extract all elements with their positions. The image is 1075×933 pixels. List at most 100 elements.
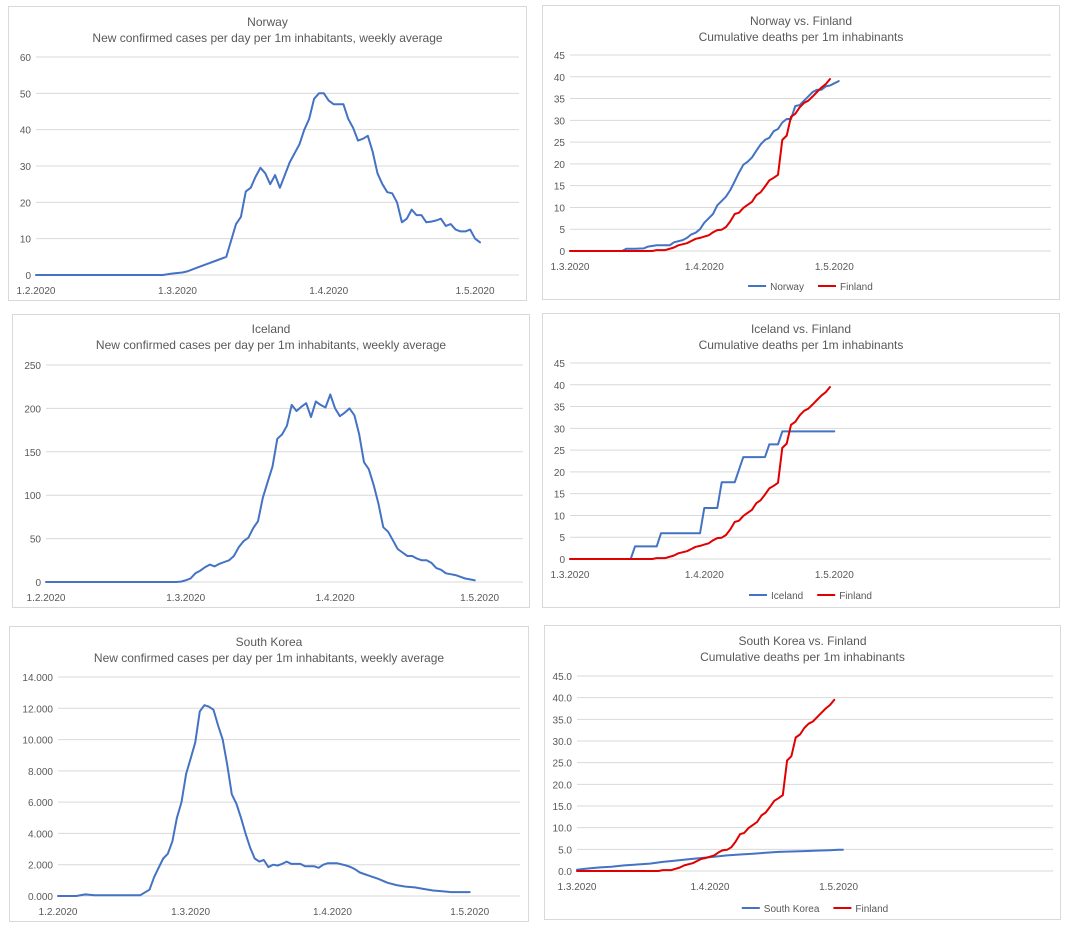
x-tick-label: 1.4.2020 [685, 570, 724, 581]
x-tick-label: 1.5.2020 [815, 570, 854, 581]
y-tick-label: 0.000 [28, 892, 53, 903]
chart-subtitle: New confirmed cases per day per 1m inhab… [93, 651, 445, 665]
y-tick-label: 0.0 [558, 867, 572, 878]
x-tick-label: 1.4.2020 [690, 882, 729, 893]
chart-plot-norway-vs-finland: 0 5 10 15 20 25 30 35 40 45 1.3.2020 1.4.2020 1.5.20… [551, 51, 1051, 293]
chart-panel-norway: Norway New confirmed cases per day per 1… [8, 6, 527, 301]
y-tick-label: 6.000 [28, 798, 53, 809]
y-tick-label: 10 [554, 203, 566, 214]
x-tick-label: 1.3.2020 [171, 907, 210, 918]
x-tick-label: 1.5.2020 [815, 262, 854, 273]
x-tick-label: 1.4.2020 [316, 593, 355, 604]
legend-item: Finland [818, 282, 873, 293]
series-line [57, 704, 471, 897]
chart-title: Norway vs. Finland [749, 14, 853, 28]
chart-panel-iceland: Iceland New confirmed cases per day per … [12, 314, 530, 608]
y-tick-label: 35 [554, 95, 566, 106]
legend-label: Finland [855, 904, 888, 915]
y-tick-label: 20 [554, 160, 566, 171]
series-line-finland [569, 78, 831, 252]
y-tick-label: 45.0 [553, 672, 573, 683]
y-tick-label: 5 [559, 225, 565, 236]
y-tick-label: 0 [559, 555, 565, 566]
y-tick-label: 2.000 [28, 861, 53, 872]
chart-panel-south-korea-vs-finland: South Korea vs. Finland Cumulative death… [544, 625, 1061, 920]
chart-title-block: South Korea New confirmed cases per day … [10, 634, 528, 666]
chart-legend: Norway Finland [748, 282, 873, 293]
legend-label: Finland [840, 282, 873, 293]
legend-item: Norway [748, 282, 804, 293]
chart-title-block: Iceland New confirmed cases per day per … [13, 321, 529, 353]
y-tick-label: 30 [554, 424, 566, 435]
y-tick-label: 8.000 [28, 767, 53, 778]
legend-item: South Korea [741, 904, 820, 915]
y-tick-label: 40 [554, 73, 566, 84]
y-tick-label: 10 [20, 235, 32, 246]
y-tick-label: 15 [554, 182, 566, 193]
chart-subtitle: Cumulative deaths per 1m inhabinants [698, 338, 904, 352]
x-tick-label: 1.3.2020 [158, 286, 197, 297]
x-tick-label: 1.2.2020 [39, 907, 78, 918]
chart-legend: South Korea Finland [741, 904, 888, 915]
chart-panel-iceland-vs-finland: Iceland vs. Finland Cumulative deaths pe… [542, 313, 1060, 608]
y-tick-label: 45 [554, 51, 566, 62]
x-tick-label: 1.3.2020 [551, 570, 590, 581]
y-tick-label: 40 [554, 381, 566, 392]
legend-label: Iceland [771, 591, 803, 602]
chart-subtitle: New confirmed cases per day per 1m inhab… [95, 338, 447, 352]
y-tick-label: 10.000 [22, 736, 53, 747]
series-line-norway [569, 80, 840, 252]
series-line-finland [576, 698, 836, 872]
series-line-finland [569, 386, 831, 560]
legend-label: Finland [839, 591, 872, 602]
chart-subtitle: Cumulative deaths per 1m inhabinants [700, 650, 905, 664]
y-tick-label: 35 [554, 403, 566, 414]
y-tick-label: 20 [20, 198, 32, 209]
y-tick-label: 0 [25, 271, 31, 282]
legend-item: Finland [833, 904, 888, 915]
x-tick-label: 1.3.2020 [551, 262, 590, 273]
y-tick-label: 10.0 [553, 824, 573, 835]
series-line [45, 393, 476, 583]
series-line [35, 92, 481, 276]
x-tick-label: 1.5.2020 [456, 286, 495, 297]
y-tick-label: 30 [20, 162, 32, 173]
legend-item: Finland [817, 591, 872, 602]
y-tick-label: 20 [554, 468, 566, 479]
y-tick-label: 60 [20, 53, 32, 64]
legend-label: Norway [770, 282, 804, 293]
y-tick-label: 15 [554, 490, 566, 501]
y-tick-label: 25.0 [553, 759, 573, 770]
chart-title-block: Norway New confirmed cases per day per 1… [9, 14, 526, 46]
legend-item: Iceland [749, 591, 803, 602]
y-tick-label: 100 [24, 491, 41, 502]
x-tick-label: 1.5.2020 [819, 882, 858, 893]
chart-title-block: South Korea vs. Finland Cumulative death… [545, 633, 1060, 665]
y-tick-label: 40.0 [553, 694, 573, 705]
x-tick-label: 1.2.2020 [17, 286, 56, 297]
y-tick-label: 250 [24, 361, 41, 372]
chart-title-block: Iceland vs. Finland Cumulative deaths pe… [543, 321, 1059, 353]
y-tick-label: 0 [35, 578, 41, 589]
y-tick-label: 50 [20, 89, 32, 100]
y-tick-label: 30 [554, 116, 566, 127]
x-tick-label: 1.4.2020 [685, 262, 724, 273]
x-tick-label: 1.5.2020 [450, 907, 489, 918]
chart-plot-iceland-vs-finland: 0 5 10 15 20 25 30 35 40 45 1.3.2020 1.4.2020 1.5.20… [551, 359, 1051, 602]
y-tick-label: 0 [559, 247, 565, 258]
y-tick-label: 25 [554, 446, 566, 457]
y-tick-label: 40 [20, 126, 32, 137]
y-tick-label: 14.000 [22, 673, 53, 684]
chart-title-block: Norway vs. Finland Cumulative deaths per… [543, 13, 1059, 45]
chart-plot-iceland: 0 50 100 150 200 250 1.2.2020 1.3.2020 1.4.2020 1… [24, 361, 523, 604]
y-tick-label: 45 [554, 359, 566, 370]
chart-title: South Korea vs. Finland [738, 634, 867, 648]
y-tick-label: 25 [554, 138, 566, 149]
chart-title: Iceland vs. Finland [750, 322, 852, 336]
series-line-south-korea [576, 848, 844, 871]
y-tick-label: 4.000 [28, 829, 53, 840]
y-tick-label: 5 [559, 533, 565, 544]
y-tick-label: 35.0 [553, 715, 573, 726]
chart-title: South Korea [235, 635, 303, 649]
y-tick-label: 50 [30, 535, 42, 546]
